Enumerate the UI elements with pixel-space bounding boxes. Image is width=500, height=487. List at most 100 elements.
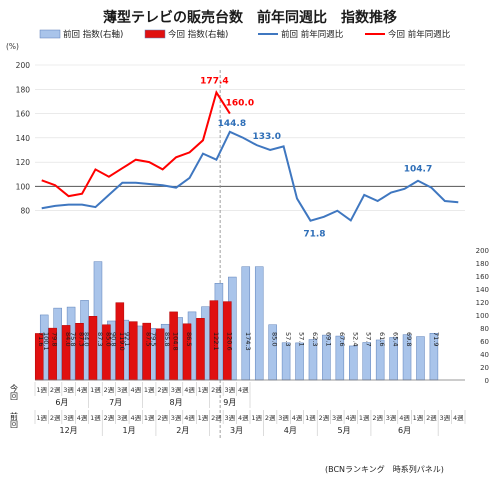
week-label-previous: 4週 xyxy=(184,413,195,422)
week-label-current: 1週 xyxy=(198,385,209,394)
bar-label-previous: 65.4 xyxy=(392,332,400,346)
line-annotation: 144.8 xyxy=(218,119,246,129)
week-label-previous: 1週 xyxy=(36,413,47,422)
week-label-previous: 1週 xyxy=(144,413,155,422)
week-label-current: 2週 xyxy=(211,385,222,394)
week-label-current: 3週 xyxy=(171,385,182,394)
row-label-previous: 前回 xyxy=(10,411,19,429)
source-credit: (BCNランキング 時系列パネル) xyxy=(325,464,444,474)
left-axis: 80 100 120 140 160 180 200 (%) xyxy=(6,42,30,216)
row-label-current: 今回 xyxy=(10,383,19,401)
right-tick-label: 200 xyxy=(476,247,489,255)
week-label-previous: 4週 xyxy=(130,413,141,422)
bar-label-previous: 62.3 xyxy=(311,332,319,346)
bar-label-previous: 57.1 xyxy=(298,332,306,346)
bar-previous xyxy=(254,266,264,381)
line-annotations: 144.8 133.0 71.8 104.7 177.4 160.0 xyxy=(200,76,432,239)
line-previous xyxy=(41,130,459,222)
week-label-current: 2週 xyxy=(157,385,168,394)
week-label-previous: 1週 xyxy=(359,413,370,422)
left-tick-label: 160 xyxy=(16,110,31,119)
legend-label: 今回 指数(右軸) xyxy=(168,29,228,40)
month-label-current: 7月 xyxy=(109,398,122,407)
bar-label-current: 87.5 xyxy=(145,332,153,346)
bar-label-current: 119.0 xyxy=(118,332,126,351)
bar-label-previous: 100.1 xyxy=(42,332,50,351)
week-label-previous: 4週 xyxy=(453,413,464,422)
week-label-previous: 2週 xyxy=(372,413,383,422)
bar-label-previous: 57.3 xyxy=(284,332,292,346)
week-label-current: 3週 xyxy=(117,385,128,394)
line-current xyxy=(41,90,231,198)
week-label-previous: 3週 xyxy=(225,413,236,422)
week-label-previous: 2週 xyxy=(426,413,437,422)
bar-label-previous: 84.0 xyxy=(83,332,91,346)
month-label-current: 6月 xyxy=(55,398,68,407)
bar-previous xyxy=(362,342,371,381)
week-label-previous: 2週 xyxy=(104,413,115,422)
bar-previous xyxy=(241,266,251,381)
bar-label-previous: 85.8 xyxy=(163,332,171,346)
week-label-previous: 2週 xyxy=(157,413,168,422)
bar-current xyxy=(88,316,98,381)
left-tick-label: 140 xyxy=(16,134,31,143)
bar-label-previous: 52.4 xyxy=(351,332,359,346)
bar-series xyxy=(34,261,439,381)
right-tick-label: 180 xyxy=(476,260,489,268)
bar-data-labels: 100.1 75.8 84.0 87.3 90.8 92.1 79.5 85.8 174.3 85… xyxy=(37,332,440,351)
left-tick-label: 120 xyxy=(16,158,31,167)
right-tick-label: 20 xyxy=(480,364,489,372)
bar-label-current: 122.1 xyxy=(212,332,220,351)
week-label-previous: 2週 xyxy=(265,413,276,422)
bar-label-previous: 71.9 xyxy=(432,332,440,346)
week-label-current: 2週 xyxy=(50,385,61,394)
bar-current xyxy=(129,321,138,381)
bar-label-current: 86.5 xyxy=(185,332,193,346)
right-tick-label: 120 xyxy=(476,299,489,307)
bar-previous xyxy=(416,336,425,381)
week-label-current: 1週 xyxy=(144,385,155,394)
page-title: 薄型テレビの販売台数 前年同週比 指数推移 xyxy=(103,9,397,26)
week-label-current: 2週 xyxy=(104,385,115,394)
week-label-previous: 3週 xyxy=(117,413,128,422)
bar-label-previous: 90.8 xyxy=(109,332,117,346)
week-label-current: 3週 xyxy=(225,385,236,394)
line-annotation: 104.7 xyxy=(404,165,432,175)
week-label-previous: 3週 xyxy=(332,413,343,422)
gridlines xyxy=(35,64,465,440)
left-tick-label: 180 xyxy=(16,85,31,94)
left-tick-label: 80 xyxy=(20,207,30,216)
week-label-current: 4週 xyxy=(77,385,88,394)
bar-current xyxy=(196,318,205,381)
week-label-previous: 4週 xyxy=(238,413,249,422)
bar-label-current: 104.8 xyxy=(172,332,180,351)
left-axis-unit: (%) xyxy=(6,42,19,51)
week-label-previous: 1週 xyxy=(251,413,262,422)
week-label-previous: 2週 xyxy=(211,413,222,422)
week-label-previous: 3週 xyxy=(386,413,397,422)
week-label-previous: 2週 xyxy=(50,413,61,422)
week-label-previous: 4週 xyxy=(292,413,303,422)
week-label-previous: 3週 xyxy=(171,413,182,422)
week-label-current: 1週 xyxy=(90,385,101,394)
week-label-previous: 3週 xyxy=(278,413,289,422)
line-annotation: 71.8 xyxy=(303,230,325,240)
legend-swatch xyxy=(144,29,166,39)
line-series xyxy=(41,90,459,222)
right-tick-label: 80 xyxy=(480,325,489,333)
month-label-previous: 5月 xyxy=(338,426,351,435)
month-label-previous: 3月 xyxy=(230,426,243,435)
month-label-previous: 12月 xyxy=(60,426,78,435)
week-label-previous: 1週 xyxy=(198,413,209,422)
week-label-previous: 1週 xyxy=(413,413,424,422)
bar-label-previous: 85.0 xyxy=(271,332,279,346)
month-label-current: 8月 xyxy=(170,398,183,407)
bar-label-previous: 61.6 xyxy=(378,332,386,346)
bar-label-previous: 57.7 xyxy=(365,332,373,346)
bar-label-current: 79.8 xyxy=(51,332,59,346)
right-tick-label: 60 xyxy=(480,338,489,346)
right-axis: 0 20 40 60 80 100 120 140 160 180 200 xyxy=(476,247,489,385)
right-tick-label: 100 xyxy=(476,312,489,320)
